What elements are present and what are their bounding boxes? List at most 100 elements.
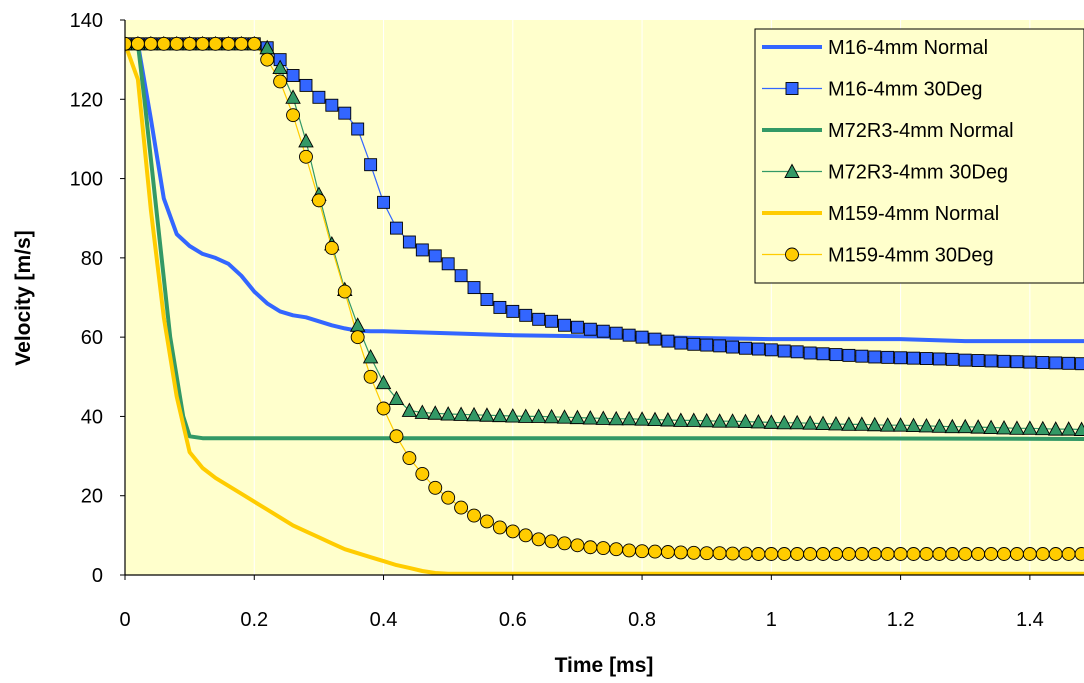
data-point-5: [906, 547, 921, 561]
x-tick-label: 0.2: [240, 609, 268, 631]
data-point-3: [375, 374, 392, 390]
data-point-5: [725, 546, 740, 561]
data-point-5: [260, 52, 275, 67]
y-tick-labels: 0 20 40 60 80 100 120 140: [70, 10, 125, 587]
data-point-5: [156, 36, 171, 51]
data-point-1: [726, 340, 740, 354]
y-tick-label: 120: [70, 89, 103, 111]
data-point-1: [506, 304, 520, 318]
data-point-5: [686, 545, 701, 560]
data-point-5: [402, 451, 417, 466]
data-point-5: [182, 36, 197, 51]
data-point-1: [596, 324, 610, 338]
y-tick-label: 60: [81, 327, 103, 349]
data-point-5: [997, 547, 1011, 561]
data-point-3: [582, 410, 599, 425]
data-point-3: [1022, 420, 1038, 435]
y-tick-label: 80: [81, 248, 103, 270]
y-tick-label: 140: [70, 10, 103, 32]
data-point-1: [428, 249, 442, 263]
data-point-1: [493, 300, 507, 314]
data-point-5: [829, 547, 843, 561]
data-point-1: [570, 320, 584, 334]
data-point-5: [816, 547, 830, 561]
axes: [124, 20, 1084, 576]
data-point-3: [1009, 420, 1025, 435]
x-tick-label: 0.4: [370, 609, 398, 631]
data-point-5: [544, 534, 559, 549]
data-point-5: [169, 36, 184, 51]
data-point-5: [518, 528, 533, 543]
data-point-3: [595, 410, 612, 425]
data-point-1: [713, 339, 727, 353]
data-point-5: [273, 74, 288, 89]
data-point-5: [1035, 547, 1050, 561]
data-point-5: [738, 546, 753, 561]
data-point-1: [299, 78, 313, 92]
data-point-3: [362, 349, 379, 364]
data-point-5: [441, 490, 456, 505]
data-point-3: [285, 89, 301, 104]
data-point-5: [932, 547, 947, 561]
legend-box: [754, 28, 1084, 284]
data-point-3: [453, 406, 469, 421]
data-point-5: [247, 36, 262, 51]
data-point-3: [440, 406, 456, 421]
data-point-5: [505, 524, 520, 539]
data-point-5: [130, 36, 145, 51]
data-point-1: [739, 341, 752, 355]
data-point-3: [492, 407, 508, 423]
data-point-1: [622, 328, 636, 342]
data-point-5: [790, 547, 805, 561]
data-point-3: [724, 413, 741, 428]
data-point-1: [583, 322, 597, 336]
data-point-5: [1074, 547, 1084, 561]
data-point-3: [905, 417, 922, 432]
data-point-5: [195, 36, 210, 51]
data-point-1: [945, 352, 959, 366]
data-point-3: [517, 408, 534, 423]
data-point-5: [958, 547, 973, 561]
data-point-1: [1075, 357, 1084, 371]
data-point-5: [596, 541, 611, 555]
legend-label: M16-4mm 30Deg: [828, 79, 983, 101]
data-point-1: [764, 343, 778, 357]
data-point-3: [298, 132, 314, 148]
data-point-1: [635, 330, 649, 344]
data-point-5: [945, 547, 960, 561]
grid-lines: [253, 20, 1031, 575]
data-point-3: [737, 413, 754, 429]
data-point-3: [931, 418, 948, 433]
data-point-3: [983, 419, 999, 434]
data-point-1: [674, 336, 688, 350]
data-point-5: [311, 193, 326, 208]
data-point-3: [1047, 421, 1064, 436]
data-point-3: [505, 408, 521, 423]
data-point-1: [325, 98, 339, 112]
data-point-1: [351, 122, 365, 136]
data-point-5: [777, 547, 792, 561]
data-point-1: [932, 352, 946, 366]
data-point-3: [892, 417, 909, 432]
data-point-5: [492, 520, 507, 535]
legend-label: M72R3-4mm Normal: [828, 120, 1014, 142]
x-tick-label: 1.2: [887, 609, 915, 631]
x-tick-label: 0.8: [628, 609, 656, 631]
data-point-5: [208, 36, 223, 51]
data-point-1: [648, 332, 662, 346]
data-point-1: [312, 90, 326, 104]
data-point-5: [984, 547, 999, 561]
x-axis-title: Time [ms]: [555, 654, 654, 677]
data-point-3: [427, 405, 443, 420]
data-point-1: [687, 337, 701, 351]
series-line-4: [125, 41, 1084, 575]
data-point-3: [660, 412, 676, 427]
data-point-3: [388, 390, 405, 406]
data-point-1: [480, 293, 494, 306]
legend-label: M72R3-4mm 30Deg: [828, 162, 1008, 184]
data-point-5: [751, 547, 766, 561]
data-point-1: [364, 158, 378, 172]
data-point-1: [790, 345, 804, 359]
data-point-1: [454, 269, 468, 283]
